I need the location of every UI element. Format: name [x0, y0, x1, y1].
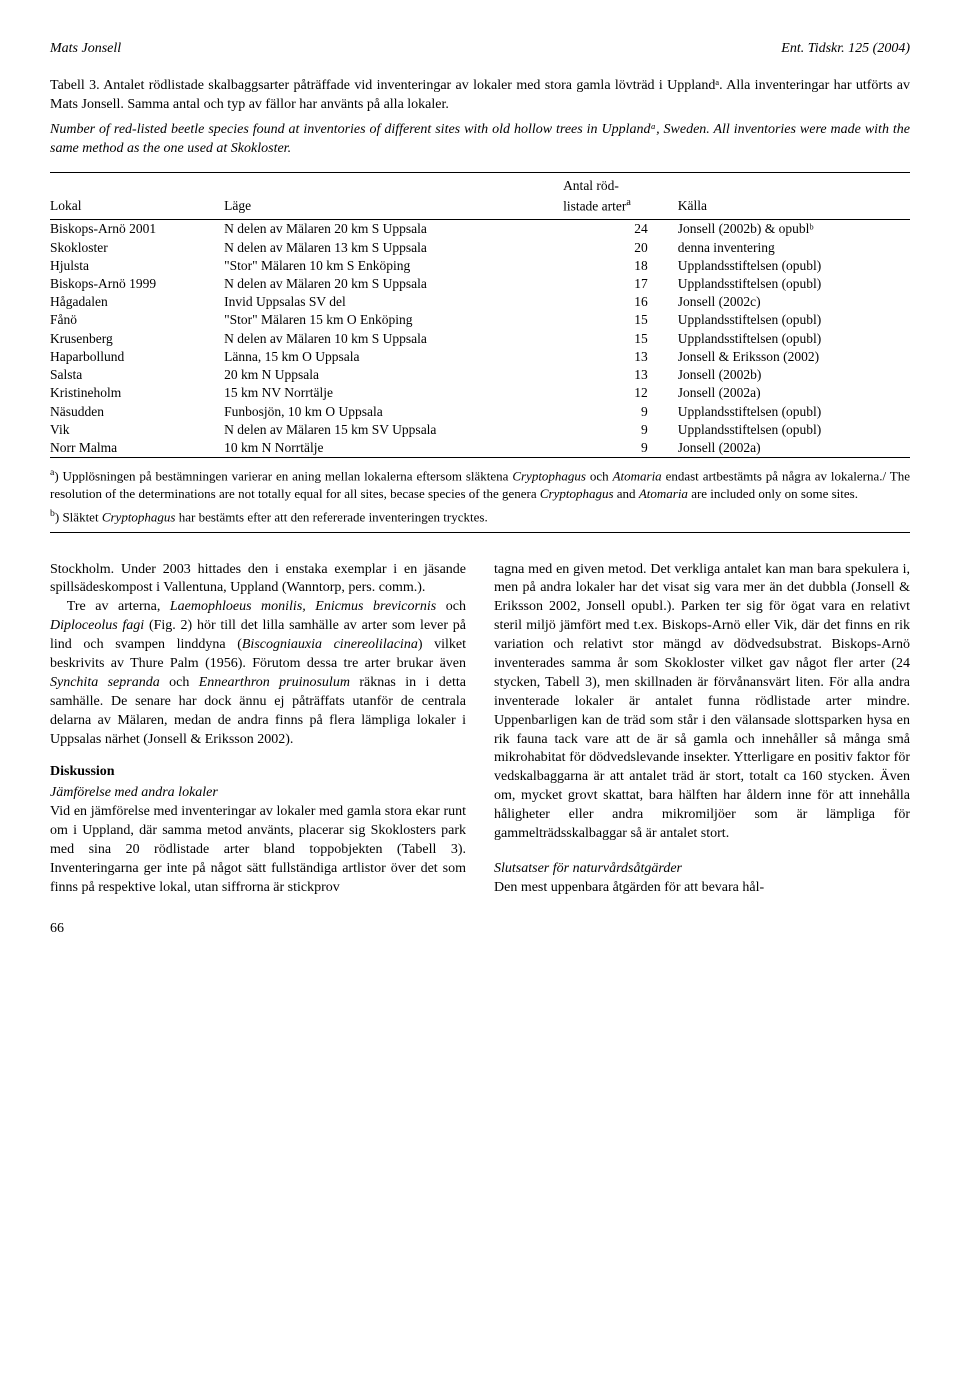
table-cell: 20 — [563, 239, 678, 257]
table-cell: 9 — [563, 439, 678, 458]
table-cell: Upplandsstiftelsen (opubl) — [678, 311, 910, 329]
body-p: Vid en jämförelse med inventeringar av l… — [50, 803, 466, 897]
subsection-heading: Jämförelse med andra lokaler — [50, 784, 466, 803]
table-cell: Biskops-Arnö 1999 — [50, 275, 224, 293]
page-header: Mats Jonsell Ent. Tidskr. 125 (2004) — [50, 40, 910, 59]
table-row: Kristineholm15 km NV Norrtälje12Jonsell … — [50, 384, 910, 402]
table-row: SkoklosterN delen av Mälaren 13 km S Upp… — [50, 239, 910, 257]
table-cell: Länna, 15 km O Uppsala — [224, 348, 563, 366]
table-cell: Haparbollund — [50, 348, 224, 366]
table-cell: Jonsell (2002a) — [678, 384, 910, 402]
table-cell: Upplandsstiftelsen (opubl) — [678, 403, 910, 421]
col-lokal: Lokal — [50, 173, 224, 220]
table-cell: Jonsell & Eriksson (2002) — [678, 348, 910, 366]
table-cell: N delen av Mälaren 10 km S Uppsala — [224, 330, 563, 348]
table-row: VikN delen av Mälaren 15 km SV Uppsala9U… — [50, 421, 910, 439]
table-cell: 15 — [563, 330, 678, 348]
table-cell: N delen av Mälaren 20 km S Uppsala — [224, 275, 563, 293]
table-cell: 12 — [563, 384, 678, 402]
table-cell: 20 km N Uppsala — [224, 366, 563, 384]
table-cell: Jonsell (2002a) — [678, 439, 910, 458]
table-cell: 24 — [563, 220, 678, 239]
header-author: Mats Jonsell — [50, 40, 121, 59]
table-header-row: Lokal Läge Antal röd-listade artera Käll… — [50, 173, 910, 220]
table-cell: N delen av Mälaren 13 km S Uppsala — [224, 239, 563, 257]
subsection-heading: Slutsatser för naturvårdsåtgärder — [494, 860, 910, 879]
col-antal: Antal röd-listade artera — [563, 173, 678, 220]
section-heading: Diskussion — [50, 763, 466, 782]
table-cell: 10 km N Norrtälje — [224, 439, 563, 458]
table-cell: Biskops-Arnö 2001 — [50, 220, 224, 239]
body-p: tagna med en given metod. Det verkliga a… — [494, 561, 910, 844]
col-kalla: Källa — [678, 173, 910, 220]
table-cell: Norr Malma — [50, 439, 224, 458]
table-cell: Upplandsstiftelsen (opubl) — [678, 275, 910, 293]
table-cell: Hågadalen — [50, 293, 224, 311]
table-cell: 13 — [563, 348, 678, 366]
table-cell: Hjulsta — [50, 257, 224, 275]
table-cell: "Stor" Mälaren 10 km S Enköping — [224, 257, 563, 275]
table-cell: 13 — [563, 366, 678, 384]
body-columns: Stockholm. Under 2003 hittades den i ens… — [50, 561, 910, 939]
table-cell: Jonsell (2002c) — [678, 293, 910, 311]
header-journal: Ent. Tidskr. 125 (2004) — [781, 40, 910, 59]
table-row: Norr Malma10 km N Norrtälje9Jonsell (200… — [50, 439, 910, 458]
table-cell: Krusenberg — [50, 330, 224, 348]
table-cell: 18 — [563, 257, 678, 275]
data-table: Lokal Läge Antal röd-listade artera Käll… — [50, 172, 910, 458]
table-cell: denna inventering — [678, 239, 910, 257]
table-caption-en: Number of red-listed beetle species foun… — [50, 121, 910, 159]
table-cell: Funbosjön, 10 km O Uppsala — [224, 403, 563, 421]
body-p: Tre av arterna, Laemophloeus monilis, En… — [50, 598, 466, 749]
table-row: HågadalenInvid Uppsalas SV del16Jonsell … — [50, 293, 910, 311]
table-row: NäsuddenFunbosjön, 10 km O Uppsala9Uppla… — [50, 403, 910, 421]
table-cell: 15 km NV Norrtälje — [224, 384, 563, 402]
table-cell: 9 — [563, 403, 678, 421]
table-row: Hjulsta"Stor" Mälaren 10 km S Enköping18… — [50, 257, 910, 275]
table-cell: Vik — [50, 421, 224, 439]
table-cell: 17 — [563, 275, 678, 293]
footnote-b: b) Släktet Cryptophagus har bestämts eft… — [50, 507, 910, 533]
table-cell: 15 — [563, 311, 678, 329]
table-cell: Upplandsstiftelsen (opubl) — [678, 421, 910, 439]
table-row: Biskops-Arnö 1999N delen av Mälaren 20 k… — [50, 275, 910, 293]
table-cell: Jonsell (2002b) — [678, 366, 910, 384]
table-cell: Jonsell (2002b) & opublᵇ — [678, 220, 910, 239]
table-cell: Upplandsstiftelsen (opubl) — [678, 330, 910, 348]
table-cell: Salsta — [50, 366, 224, 384]
table-cell: 9 — [563, 421, 678, 439]
footnote-a: a) Upplösningen på bestämningen varierar… — [50, 466, 910, 502]
table-cell: "Stor" Mälaren 15 km O Enköping — [224, 311, 563, 329]
table-cell: N delen av Mälaren 15 km SV Uppsala — [224, 421, 563, 439]
table-row: Salsta20 km N Uppsala13Jonsell (2002b) — [50, 366, 910, 384]
table-cell: Kristineholm — [50, 384, 224, 402]
table-cell: Skokloster — [50, 239, 224, 257]
left-column: Stockholm. Under 2003 hittades den i ens… — [50, 561, 466, 939]
body-p: Stockholm. Under 2003 hittades den i ens… — [50, 561, 466, 599]
table-cell: N delen av Mälaren 20 km S Uppsala — [224, 220, 563, 239]
table-cell: Näsudden — [50, 403, 224, 421]
table-row: Biskops-Arnö 2001N delen av Mälaren 20 k… — [50, 220, 910, 239]
right-column: tagna med en given metod. Det verkliga a… — [494, 561, 910, 939]
table-cell: Fånö — [50, 311, 224, 329]
body-p: Den mest uppenbara åtgärden för att beva… — [494, 879, 910, 898]
table-row: HaparbollundLänna, 15 km O Uppsala13Jons… — [50, 348, 910, 366]
page-number: 66 — [50, 920, 466, 939]
table-cell: Invid Uppsalas SV del — [224, 293, 563, 311]
table-row: Fånö"Stor" Mälaren 15 km O Enköping15Upp… — [50, 311, 910, 329]
table-cell: 16 — [563, 293, 678, 311]
table-cell: Upplandsstiftelsen (opubl) — [678, 257, 910, 275]
table-caption-sv: Tabell 3. Antalet rödlistade skalbaggsar… — [50, 77, 910, 115]
table-row: KrusenbergN delen av Mälaren 10 km S Upp… — [50, 330, 910, 348]
col-lage: Läge — [224, 173, 563, 220]
